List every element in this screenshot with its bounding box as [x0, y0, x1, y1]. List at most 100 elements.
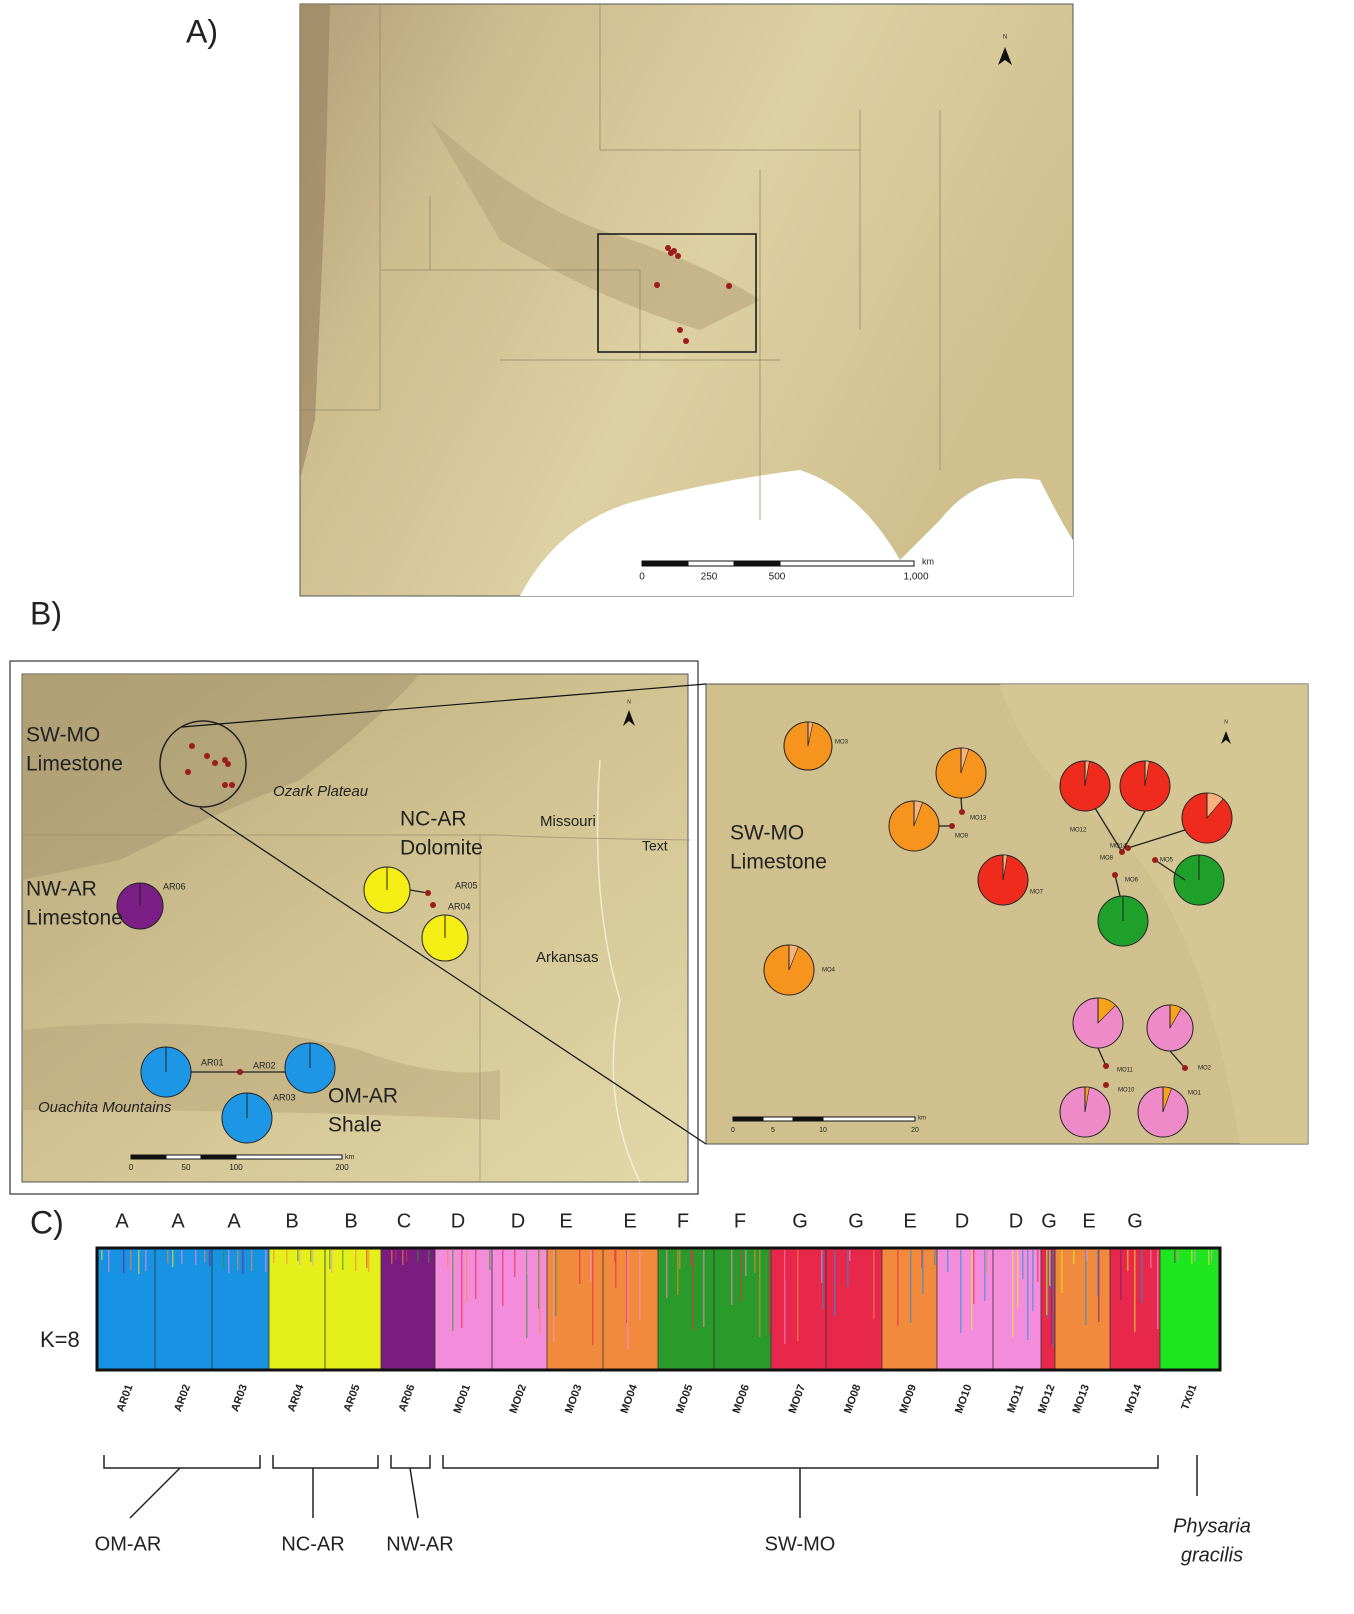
admixture-streak — [204, 1250, 206, 1262]
admixture-streak — [836, 1250, 838, 1290]
admixture-streak — [1061, 1250, 1063, 1293]
feature-label: Ozark Plateau — [273, 783, 369, 800]
cluster-label: G — [848, 1210, 864, 1232]
cluster-label: B — [285, 1210, 298, 1232]
admixture-streak — [731, 1250, 733, 1305]
admixture-streak — [447, 1250, 449, 1267]
population-label: MO08 — [842, 1383, 864, 1415]
population-label: MO10 — [953, 1383, 975, 1415]
region-label: NW-AR — [26, 878, 97, 901]
scale-tick: 20 — [911, 1127, 919, 1134]
admixture-streak — [428, 1250, 430, 1263]
group-bracket — [443, 1455, 1158, 1518]
site-label: MO5 — [1160, 858, 1174, 864]
site-dot — [430, 902, 436, 908]
admixture-streak — [1157, 1250, 1159, 1329]
admixture-streak — [1032, 1250, 1034, 1311]
cluster-label: E — [903, 1210, 916, 1232]
population-block — [381, 1248, 435, 1370]
admixture-streak — [860, 1250, 862, 1348]
admixture-streak — [1194, 1250, 1196, 1261]
population-block — [212, 1248, 269, 1370]
region-label: SW-MO — [26, 724, 100, 747]
region-label: Limestone — [26, 753, 123, 776]
group-bracket — [391, 1455, 430, 1518]
admixture-streak — [331, 1250, 333, 1273]
cluster-label: D — [511, 1210, 525, 1232]
scale-tick: 0 — [129, 1163, 134, 1172]
admixture-streak — [228, 1250, 230, 1273]
scale-tick: 250 — [701, 572, 718, 583]
cluster-label: A — [171, 1210, 185, 1232]
feature-label: Missouri — [540, 813, 596, 830]
region-label: Limestone — [730, 851, 827, 874]
cluster-label: E — [559, 1210, 572, 1232]
admixture-streak — [299, 1250, 301, 1265]
group-bracket — [104, 1455, 260, 1518]
admixture-streak — [785, 1250, 787, 1280]
site-label: MO6 — [1125, 878, 1139, 884]
admixture-streak — [960, 1250, 962, 1333]
population-label: MO04 — [619, 1382, 641, 1415]
site-dot — [959, 809, 965, 815]
admixture-streak — [1085, 1250, 1087, 1325]
k-label: K=8 — [40, 1327, 80, 1352]
admixture-streak — [1150, 1250, 1152, 1268]
population-block — [1055, 1248, 1110, 1370]
site-dot — [1152, 857, 1158, 863]
population-label: MO06 — [731, 1383, 753, 1415]
region-label: OM-AR — [328, 1085, 398, 1108]
admixture-streak — [502, 1250, 504, 1306]
cluster-label: A — [227, 1210, 241, 1232]
site-label: AR02 — [253, 1060, 276, 1070]
cluster-label: G — [1041, 1210, 1057, 1232]
scale-tick: 1,000 — [903, 572, 928, 583]
site-label: MO13 — [970, 816, 987, 822]
admixture-streak — [1191, 1250, 1193, 1264]
site-label: AR05 — [455, 880, 478, 890]
region-label: Limestone — [26, 907, 123, 930]
admixture-streak — [768, 1250, 770, 1334]
admixture-streak — [822, 1250, 824, 1309]
admixture-streak — [527, 1250, 529, 1274]
site-label: MO7 — [1030, 890, 1044, 896]
admixture-streak — [745, 1250, 747, 1276]
admixture-streak — [406, 1250, 408, 1261]
site-label: AR01 — [201, 1057, 224, 1067]
admixture-streak — [461, 1250, 463, 1328]
admixture-streak — [366, 1250, 368, 1268]
admixture-streak — [368, 1250, 370, 1272]
admixture-streak — [973, 1250, 975, 1304]
region-label: SW-MO — [730, 822, 804, 845]
cluster-label: C — [397, 1210, 411, 1232]
admixture-streak — [475, 1250, 477, 1299]
admixture-streak — [391, 1250, 393, 1264]
population-label: AR06 — [397, 1383, 418, 1414]
admixture-streak — [579, 1250, 581, 1284]
cluster-label: B — [344, 1210, 357, 1232]
population-label: AR03 — [229, 1383, 250, 1414]
site-label: MO10 — [1118, 1088, 1135, 1094]
scale-tick: 5 — [771, 1127, 775, 1134]
region-label: Shale — [328, 1114, 382, 1137]
group-label: SW-MO — [765, 1533, 836, 1555]
site-dot — [1103, 1082, 1109, 1088]
admixture-streak — [897, 1250, 899, 1326]
scale-tick: 0 — [731, 1127, 735, 1134]
scale-unit: km — [345, 1154, 355, 1161]
map-a — [300, 4, 1073, 596]
admixture-streak — [1051, 1250, 1053, 1344]
admixture-streak — [1141, 1250, 1143, 1303]
population-label: AR02 — [172, 1383, 193, 1414]
cluster-label: G — [792, 1210, 808, 1232]
admixture-streak — [1073, 1250, 1075, 1264]
panel-label: B) — [30, 595, 62, 631]
admixture-streak — [273, 1250, 275, 1263]
admixture-streak — [329, 1250, 331, 1269]
admixture-streak — [167, 1250, 169, 1263]
admixture-streak — [759, 1250, 761, 1337]
admixture-streak — [108, 1250, 110, 1272]
population-label: MO02 — [508, 1383, 530, 1415]
admixture-streak — [209, 1250, 211, 1266]
population-block — [435, 1248, 492, 1370]
